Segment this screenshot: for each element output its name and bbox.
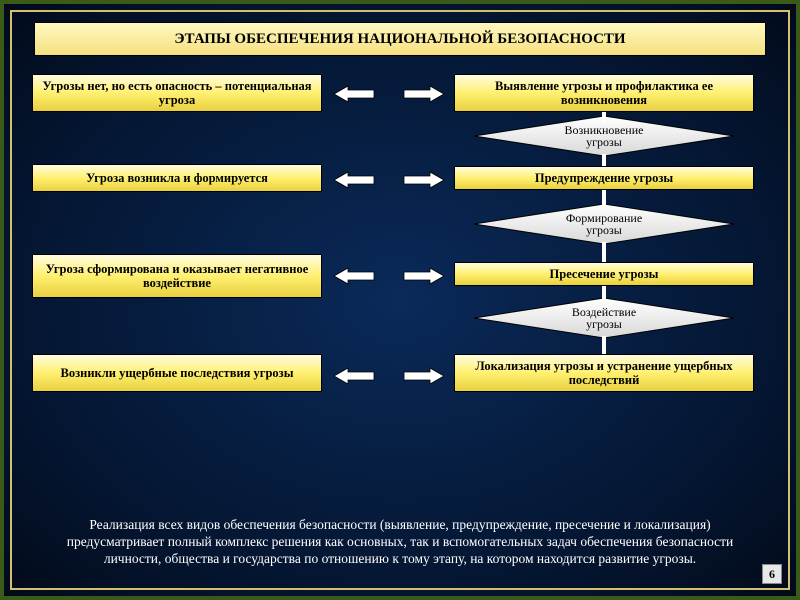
arrow-1 — [334, 84, 444, 104]
right-box-2: Предупреждение угрозы — [454, 166, 754, 190]
vconn-3b — [602, 336, 606, 354]
arrow-4 — [334, 366, 444, 386]
left-text-4: Возникли ущербные последствия угрозы — [61, 366, 294, 380]
slide-frame: ЭТАПЫ ОБЕСПЕЧЕНИЯ НАЦИОНАЛЬНОЙ БЕЗОПАСНО… — [0, 0, 800, 600]
left-box-1: Угрозы нет, но есть опасность – потенциа… — [32, 74, 322, 112]
diamond-3: Воздействиеугрозы — [474, 298, 734, 338]
right-text-4: Локализация угрозы и устранение ущербных… — [461, 359, 747, 388]
left-box-2: Угроза возникла и формируется — [32, 164, 322, 192]
right-box-4: Локализация угрозы и устранение ущербных… — [454, 354, 754, 392]
left-box-3: Угроза сформирована и оказывает негативн… — [32, 254, 322, 298]
diamond-text-2: Формированиеугрозы — [566, 212, 642, 236]
vconn-2a — [602, 190, 606, 206]
page-number: 6 — [762, 564, 782, 584]
right-text-2: Предупреждение угрозы — [535, 171, 673, 185]
left-box-4: Возникли ущербные последствия угрозы — [32, 354, 322, 392]
diamond-1: Возникновениеугрозы — [474, 116, 734, 156]
right-text-3: Пресечение угрозы — [550, 267, 659, 281]
arrow-2 — [334, 170, 444, 190]
arrow-3 — [334, 266, 444, 286]
right-box-1: Выявление угрозы и профилактика ее возни… — [454, 74, 754, 112]
vconn-3a — [602, 286, 606, 300]
title-text: ЭТАПЫ ОБЕСПЕЧЕНИЯ НАЦИОНАЛЬНОЙ БЕЗОПАСНО… — [174, 31, 625, 48]
diamond-text-3: Воздействиеугрозы — [572, 306, 636, 330]
left-text-3: Угроза сформирована и оказывает негативн… — [39, 262, 315, 291]
footer-text: Реализация всех видов обеспечения безопа… — [44, 517, 756, 568]
vconn-1b — [602, 154, 606, 166]
title-bar: ЭТАПЫ ОБЕСПЕЧЕНИЯ НАЦИОНАЛЬНОЙ БЕЗОПАСНО… — [34, 22, 766, 56]
right-text-1: Выявление угрозы и профилактика ее возни… — [461, 79, 747, 108]
left-text-2: Угроза возникла и формируется — [86, 171, 268, 185]
right-box-3: Пресечение угрозы — [454, 262, 754, 286]
diamond-2: Формированиеугрозы — [474, 204, 734, 244]
left-text-1: Угрозы нет, но есть опасность – потенциа… — [39, 79, 315, 108]
diamond-text-1: Возникновениеугрозы — [565, 124, 644, 148]
vconn-1a — [602, 112, 606, 122]
page-number-text: 6 — [769, 567, 775, 582]
vconn-2b — [602, 242, 606, 262]
